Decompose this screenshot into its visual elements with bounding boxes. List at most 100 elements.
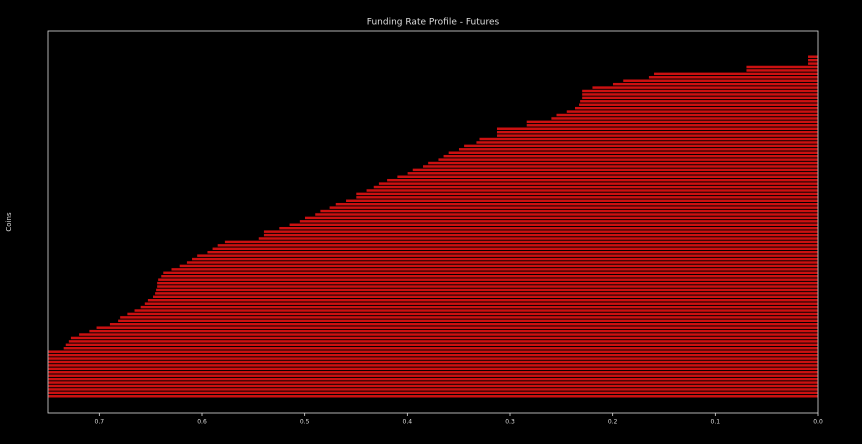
- bar: [622, 78, 819, 83]
- bar: [63, 346, 819, 351]
- bar: [807, 61, 819, 66]
- bar: [475, 140, 819, 145]
- bar: [355, 192, 819, 196]
- bar: [263, 233, 819, 237]
- bar: [807, 54, 819, 59]
- bar: [566, 109, 819, 114]
- bar: [47, 377, 819, 381]
- bar: [288, 222, 819, 227]
- bar: [550, 116, 819, 121]
- bar: [378, 181, 819, 186]
- bar: [555, 113, 819, 117]
- bar: [745, 65, 819, 69]
- bar: [581, 89, 819, 93]
- bar: [47, 373, 819, 378]
- bar: [299, 219, 819, 224]
- bar: [47, 360, 819, 364]
- bar: [170, 267, 819, 272]
- bar: [448, 150, 819, 155]
- bar: [437, 157, 819, 162]
- bar: [47, 380, 819, 385]
- bar: [365, 188, 819, 193]
- bar: [68, 339, 819, 344]
- bar: [117, 318, 819, 323]
- x-tick-label: 0.7: [95, 419, 105, 426]
- x-tick-label: 0.6: [197, 419, 207, 426]
- bar: [157, 277, 819, 282]
- bar: [47, 349, 819, 354]
- bar: [478, 137, 819, 141]
- bar: [211, 246, 819, 251]
- bar: [47, 394, 819, 399]
- bar: [65, 342, 819, 347]
- bar: [191, 257, 819, 261]
- bar: [47, 391, 819, 395]
- bar: [47, 384, 819, 388]
- x-tick-label: 0.4: [403, 419, 413, 426]
- bar: [263, 229, 819, 234]
- bar: [144, 301, 819, 306]
- bar: [47, 370, 819, 375]
- x-tick-label: 0.3: [505, 419, 515, 426]
- bar: [154, 291, 819, 296]
- bar: [386, 178, 819, 183]
- bar: [526, 120, 819, 124]
- bar: [224, 240, 819, 244]
- bar: [578, 102, 819, 107]
- bar: [591, 85, 819, 90]
- bar: [78, 332, 819, 337]
- bar: [147, 298, 819, 303]
- bar: [427, 161, 819, 165]
- bar: [496, 133, 819, 138]
- x-tick-label: 0.5: [300, 419, 310, 426]
- chart-title: Funding Rate Profile - Futures: [367, 18, 500, 28]
- bar: [206, 250, 819, 255]
- bar: [422, 164, 819, 169]
- y-axis-label: Coins: [5, 212, 13, 232]
- bar: [648, 75, 819, 80]
- bar: [156, 284, 819, 289]
- bar: [109, 322, 819, 327]
- bar: [612, 82, 819, 86]
- bar: [160, 274, 819, 279]
- bar: [319, 209, 819, 213]
- bar: [581, 96, 819, 100]
- bar: [258, 236, 819, 241]
- bar: [807, 58, 819, 62]
- bar: [745, 68, 819, 73]
- bar: [345, 198, 819, 203]
- bar: [574, 106, 819, 111]
- bar: [217, 243, 819, 248]
- bar: [133, 308, 819, 313]
- bar: [119, 315, 819, 320]
- bar: [186, 260, 819, 265]
- bar: [162, 270, 819, 275]
- bar: [47, 367, 819, 371]
- bar: [47, 353, 819, 357]
- bar: [653, 72, 819, 76]
- bar: [314, 212, 819, 217]
- x-tick-label: 0.0: [813, 419, 823, 426]
- bar: [412, 168, 819, 172]
- bar: [88, 329, 819, 333]
- bar: [278, 226, 819, 231]
- bar: [463, 144, 819, 148]
- bar: [70, 336, 819, 340]
- bar: [304, 216, 819, 220]
- bar: [496, 126, 819, 131]
- bar: [140, 305, 819, 309]
- plot-frame: [47, 30, 819, 414]
- bar: [329, 205, 819, 210]
- bar: [47, 363, 819, 368]
- bar: [442, 154, 819, 159]
- bar: [95, 325, 819, 330]
- bar: [579, 99, 819, 104]
- bar: [526, 123, 819, 128]
- bar: [335, 202, 819, 207]
- bar: [496, 130, 819, 135]
- bar: [126, 312, 819, 316]
- bar: [355, 195, 819, 200]
- bar: [179, 264, 819, 268]
